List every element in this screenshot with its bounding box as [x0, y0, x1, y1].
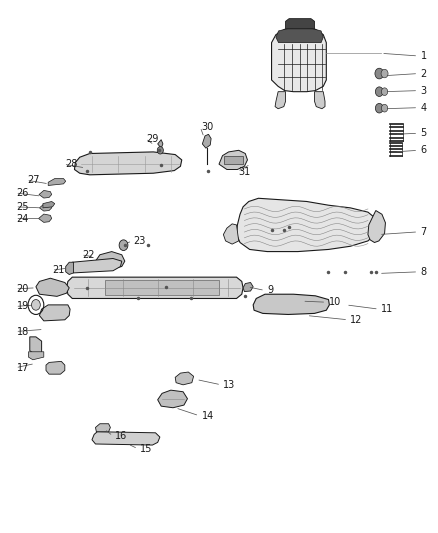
Text: 23: 23 [134, 236, 146, 246]
Circle shape [381, 69, 388, 78]
Text: 21: 21 [53, 265, 65, 275]
Text: 8: 8 [420, 267, 427, 277]
Polygon shape [74, 152, 182, 175]
Text: 24: 24 [17, 214, 29, 223]
Text: 14: 14 [201, 411, 214, 421]
Polygon shape [46, 361, 65, 374]
Circle shape [375, 87, 383, 96]
Polygon shape [368, 211, 385, 243]
Polygon shape [92, 432, 160, 445]
Polygon shape [175, 372, 194, 385]
Text: 26: 26 [17, 188, 29, 198]
Polygon shape [276, 28, 323, 43]
Circle shape [32, 300, 40, 310]
Polygon shape [95, 252, 125, 269]
Polygon shape [36, 278, 69, 296]
Polygon shape [105, 280, 219, 295]
Text: 28: 28 [65, 159, 77, 169]
Circle shape [375, 68, 384, 79]
Text: 6: 6 [420, 146, 427, 155]
Polygon shape [39, 305, 70, 321]
Text: 9: 9 [267, 286, 273, 295]
Text: 7: 7 [420, 227, 427, 237]
Polygon shape [67, 277, 243, 298]
Text: 31: 31 [239, 167, 251, 176]
Polygon shape [28, 352, 44, 360]
Text: 2: 2 [420, 69, 427, 78]
Text: 5: 5 [420, 128, 427, 138]
Text: 4: 4 [420, 103, 427, 112]
Text: 29: 29 [147, 134, 159, 143]
Text: 27: 27 [27, 175, 40, 185]
Polygon shape [219, 150, 247, 169]
Polygon shape [223, 224, 239, 244]
Polygon shape [95, 424, 110, 432]
Text: 15: 15 [140, 444, 152, 454]
Text: 20: 20 [17, 284, 29, 294]
Polygon shape [202, 134, 211, 148]
Circle shape [119, 240, 128, 251]
Polygon shape [158, 390, 187, 408]
Polygon shape [39, 214, 52, 222]
Polygon shape [158, 140, 163, 148]
Polygon shape [286, 19, 314, 29]
Text: 17: 17 [17, 363, 29, 373]
Text: 13: 13 [223, 380, 236, 390]
Circle shape [381, 104, 388, 112]
Polygon shape [314, 92, 325, 109]
Polygon shape [275, 92, 286, 109]
Polygon shape [43, 201, 55, 208]
Text: 11: 11 [381, 304, 393, 314]
Polygon shape [66, 262, 74, 274]
Polygon shape [272, 28, 326, 92]
Text: 22: 22 [82, 250, 95, 260]
Polygon shape [224, 156, 243, 164]
Text: 10: 10 [328, 297, 341, 307]
Polygon shape [237, 198, 378, 252]
Polygon shape [39, 190, 52, 198]
Polygon shape [69, 259, 122, 273]
Circle shape [381, 88, 388, 95]
Text: 12: 12 [350, 315, 363, 325]
Polygon shape [30, 337, 42, 354]
Text: 25: 25 [17, 202, 29, 212]
Circle shape [157, 147, 163, 154]
Text: 18: 18 [17, 327, 29, 336]
Polygon shape [253, 294, 329, 314]
Text: 16: 16 [115, 431, 127, 441]
Circle shape [375, 103, 383, 113]
Text: 19: 19 [17, 302, 29, 311]
Polygon shape [48, 179, 66, 185]
Text: 30: 30 [201, 122, 214, 132]
Text: 3: 3 [420, 86, 427, 95]
Text: 1: 1 [420, 51, 427, 61]
Polygon shape [39, 204, 52, 211]
Polygon shape [243, 282, 253, 292]
